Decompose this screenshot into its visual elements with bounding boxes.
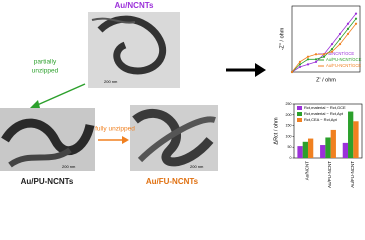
point <box>346 22 350 25</box>
plot-frame <box>291 5 361 73</box>
point <box>330 42 334 46</box>
label: partially <box>34 59 57 66</box>
bar <box>320 145 326 158</box>
point <box>322 53 326 56</box>
x-tick-label: Au/FU-NCNT <box>350 161 355 188</box>
legend-swatch <box>297 106 302 110</box>
y-tick-label: 150 <box>286 124 292 128</box>
y-tick-label: 100 <box>286 134 292 138</box>
arrow-main <box>226 63 266 77</box>
y-tick-label: 0 <box>290 156 292 160</box>
legend-label: Au/FU-NCNT/GCE <box>326 63 361 68</box>
y-tick-label: 50 <box>288 145 292 149</box>
point <box>338 37 342 41</box>
tem-image-middle <box>130 105 218 171</box>
point <box>346 32 350 36</box>
label: Au/FU-NCNTs <box>146 177 199 186</box>
legend-swatch <box>297 112 302 116</box>
y-axis-label: -Z'' / ohm <box>279 27 285 50</box>
label: Au/NCNTs <box>115 1 155 10</box>
point <box>346 27 350 30</box>
point <box>322 55 326 58</box>
bar <box>353 121 359 158</box>
point <box>354 12 358 15</box>
point <box>290 70 294 74</box>
point <box>338 42 342 46</box>
legend-label: Au/NCNT/GCE <box>326 51 354 56</box>
x-axis-label: Z' / ohm <box>316 77 336 83</box>
scale-label: 200 nm <box>104 79 118 84</box>
bar <box>302 141 308 158</box>
y-tick-label: 250 <box>286 102 292 106</box>
point <box>354 17 358 20</box>
point <box>314 53 318 56</box>
y-axis-label: ΔRct / ohm <box>273 117 279 145</box>
point <box>306 55 310 58</box>
label: unzipped <box>32 68 59 75</box>
x-tick-label: Au/PU-NCNT <box>327 161 332 188</box>
bar <box>330 129 336 158</box>
legend-label: Au/PU-NCNT/GCE <box>326 57 362 62</box>
point <box>314 58 318 61</box>
legend-label: Rct,material − Rct,Apt <box>304 111 344 116</box>
legend-swatch <box>297 118 302 122</box>
legend-label: Rct,material − Rct,GCE <box>304 105 346 110</box>
tem-image-top <box>88 12 180 88</box>
legend-label: Rct,CEA − Rct,Apt <box>304 117 338 122</box>
tem-image-left <box>0 108 95 171</box>
scale-label: 200 nm <box>190 164 204 169</box>
x-tick-label: Au/NCNT <box>305 161 310 181</box>
bar <box>325 137 331 158</box>
y-tick-label: 200 <box>286 113 292 117</box>
point <box>314 60 318 63</box>
point <box>330 50 334 53</box>
bar <box>307 138 314 158</box>
label: Au/PU-NCNTs <box>21 177 74 186</box>
scale-label: 200 nm <box>62 164 76 169</box>
point <box>298 63 302 66</box>
graphical-abstract: Au/NCNTs 200 nm 200 nm 200 nm Au/PU-NCNT… <box>0 1 363 188</box>
point <box>306 63 310 66</box>
bar <box>348 111 354 158</box>
point <box>338 32 342 36</box>
point <box>306 58 310 61</box>
charts: Z' / ohm -Z'' / ohm Au/NCNT/GCEAu/PU-NCNT/… <box>273 5 363 188</box>
arrow-fully <box>98 136 129 144</box>
point <box>354 22 358 25</box>
point <box>330 48 334 51</box>
bar <box>342 142 349 158</box>
label: fully unzipped <box>95 126 135 133</box>
arrow-partial <box>30 83 86 108</box>
point <box>298 60 302 63</box>
bar <box>297 146 303 158</box>
point <box>298 65 302 69</box>
